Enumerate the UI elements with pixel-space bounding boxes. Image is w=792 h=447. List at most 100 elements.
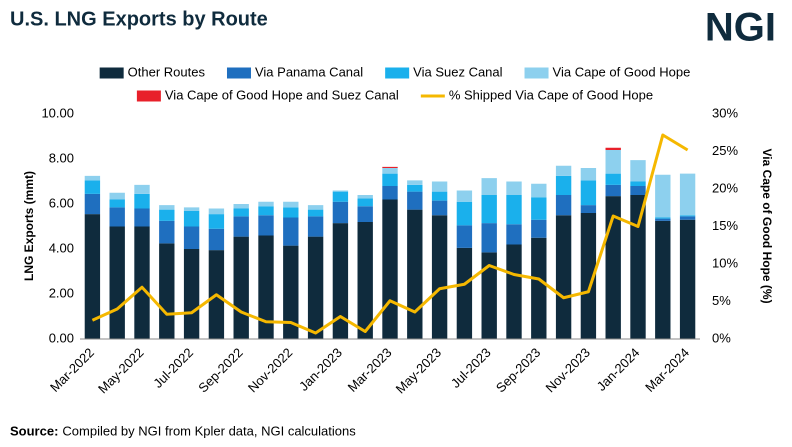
- bar-segment: [630, 186, 646, 195]
- x-tick-label: Sep-2022: [195, 345, 245, 395]
- bar-segment: [655, 220, 671, 339]
- bar-segment: [307, 209, 324, 217]
- bar-segment: [506, 195, 522, 225]
- y2-tick-label: 5%: [712, 293, 731, 308]
- bar-segment: [555, 215, 572, 339]
- bar-segment: [655, 218, 671, 221]
- bar-segment: [531, 237, 547, 339]
- bar-segment: [382, 173, 398, 186]
- bar-segment: [382, 168, 398, 174]
- bar-segment: [605, 173, 621, 185]
- legend-swatch: [99, 67, 124, 79]
- bar-segment: [307, 205, 324, 210]
- bar-segment: [407, 209, 423, 339]
- source-text: Compiled by NGI from Kpler data, NGI cal…: [62, 423, 356, 438]
- x-tick-label: Jan-2024: [594, 345, 643, 394]
- bar-segment: [382, 166, 398, 168]
- bar-segment: [233, 216, 249, 237]
- bar-segment: [332, 201, 349, 224]
- bar-segment: [580, 213, 597, 339]
- x-tick-label: Mar-2022: [47, 345, 97, 395]
- chart-title: U.S. LNG Exports by Route: [10, 8, 268, 30]
- bar-segment: [506, 244, 522, 339]
- bar-segment: [258, 201, 274, 207]
- bar-segment: [655, 174, 671, 218]
- bar-segment: [84, 193, 101, 215]
- x-tick-label: Jul-2023: [448, 345, 494, 391]
- bar-segment: [481, 195, 497, 224]
- bar-segment: [431, 191, 448, 201]
- bar-segment: [134, 226, 150, 339]
- x-tick-label: Nov-2023: [542, 345, 592, 395]
- bar-segment: [109, 226, 125, 339]
- bar-segment: [431, 200, 448, 216]
- y-tick-label: 2.00: [49, 285, 74, 300]
- bar-segment: [456, 247, 473, 339]
- bar-segment: [605, 147, 621, 150]
- bar-segment: [109, 207, 125, 227]
- bar-segment: [208, 208, 225, 215]
- bar-segment: [382, 199, 398, 339]
- bar-segment: [109, 192, 125, 200]
- bar-segment: [531, 197, 547, 220]
- bar-segment: [84, 214, 101, 339]
- bar-segment: [332, 190, 349, 192]
- x-tick-label: Mar-2024: [642, 345, 692, 395]
- y-tick-label: 8.00: [49, 150, 74, 165]
- x-tick-label: Nov-2022: [245, 345, 295, 395]
- legend-label: Via Cape of Good Hope and Suez Canal: [165, 87, 399, 102]
- bar-segment: [531, 183, 547, 198]
- bar-segment: [407, 184, 423, 192]
- y2-tick-label: 25%: [712, 143, 738, 158]
- bar-segment: [555, 195, 572, 216]
- bar-segment: [134, 208, 150, 227]
- y-tick-label: 0.00: [49, 330, 74, 345]
- bar-segment: [679, 216, 696, 220]
- bar-segment: [159, 205, 175, 210]
- bar-segment: [357, 222, 373, 339]
- bar-segment: [183, 207, 200, 211]
- bar-segment: [183, 249, 200, 339]
- bar-segment: [555, 165, 572, 176]
- bar-segment: [183, 210, 200, 227]
- bar-segment: [679, 215, 696, 217]
- bar-segment: [283, 201, 299, 208]
- bar-segment: [431, 181, 448, 192]
- bar-segment: [233, 236, 249, 339]
- bar-segment: [679, 173, 696, 216]
- bar-segment: [630, 160, 646, 182]
- y-tick-label: 10.00: [41, 105, 74, 120]
- bar-segment: [159, 209, 175, 221]
- bar-segment: [258, 206, 274, 216]
- bar-segment: [208, 228, 225, 251]
- y2-tick-label: 30%: [712, 105, 738, 120]
- bar-segment: [605, 184, 621, 197]
- x-tick-label: May-2022: [95, 345, 146, 396]
- bar-segment: [208, 214, 225, 229]
- bar-segment: [431, 215, 448, 339]
- bar-segment: [456, 190, 473, 202]
- bar-segment: [407, 191, 423, 210]
- bar-segment: [506, 181, 522, 195]
- y-axis-label: LNG Exports (mmt): [22, 171, 36, 281]
- y-tick-label: 4.00: [49, 240, 74, 255]
- x-tick-label: May-2023: [393, 345, 444, 396]
- logo: NGI: [705, 6, 776, 50]
- bar-segment: [456, 225, 473, 248]
- bar-segment: [84, 175, 101, 181]
- bar-segment: [580, 205, 597, 213]
- y2-tick-label: 20%: [712, 180, 738, 195]
- bar-segment: [481, 178, 497, 195]
- bar-segment: [357, 206, 373, 222]
- y2-axis-label: Via Cape of Good Hope (%): [760, 148, 774, 303]
- bar-segment: [134, 193, 150, 209]
- bar-segment: [506, 224, 522, 245]
- bar-segment: [481, 252, 497, 339]
- bar-segment: [382, 186, 398, 200]
- y-tick-label: 6.00: [49, 195, 74, 210]
- legend-label: Other Routes: [128, 64, 206, 79]
- bar-segment: [407, 180, 423, 185]
- x-tick-label: Jul-2022: [150, 345, 196, 391]
- bar-segment: [580, 168, 597, 181]
